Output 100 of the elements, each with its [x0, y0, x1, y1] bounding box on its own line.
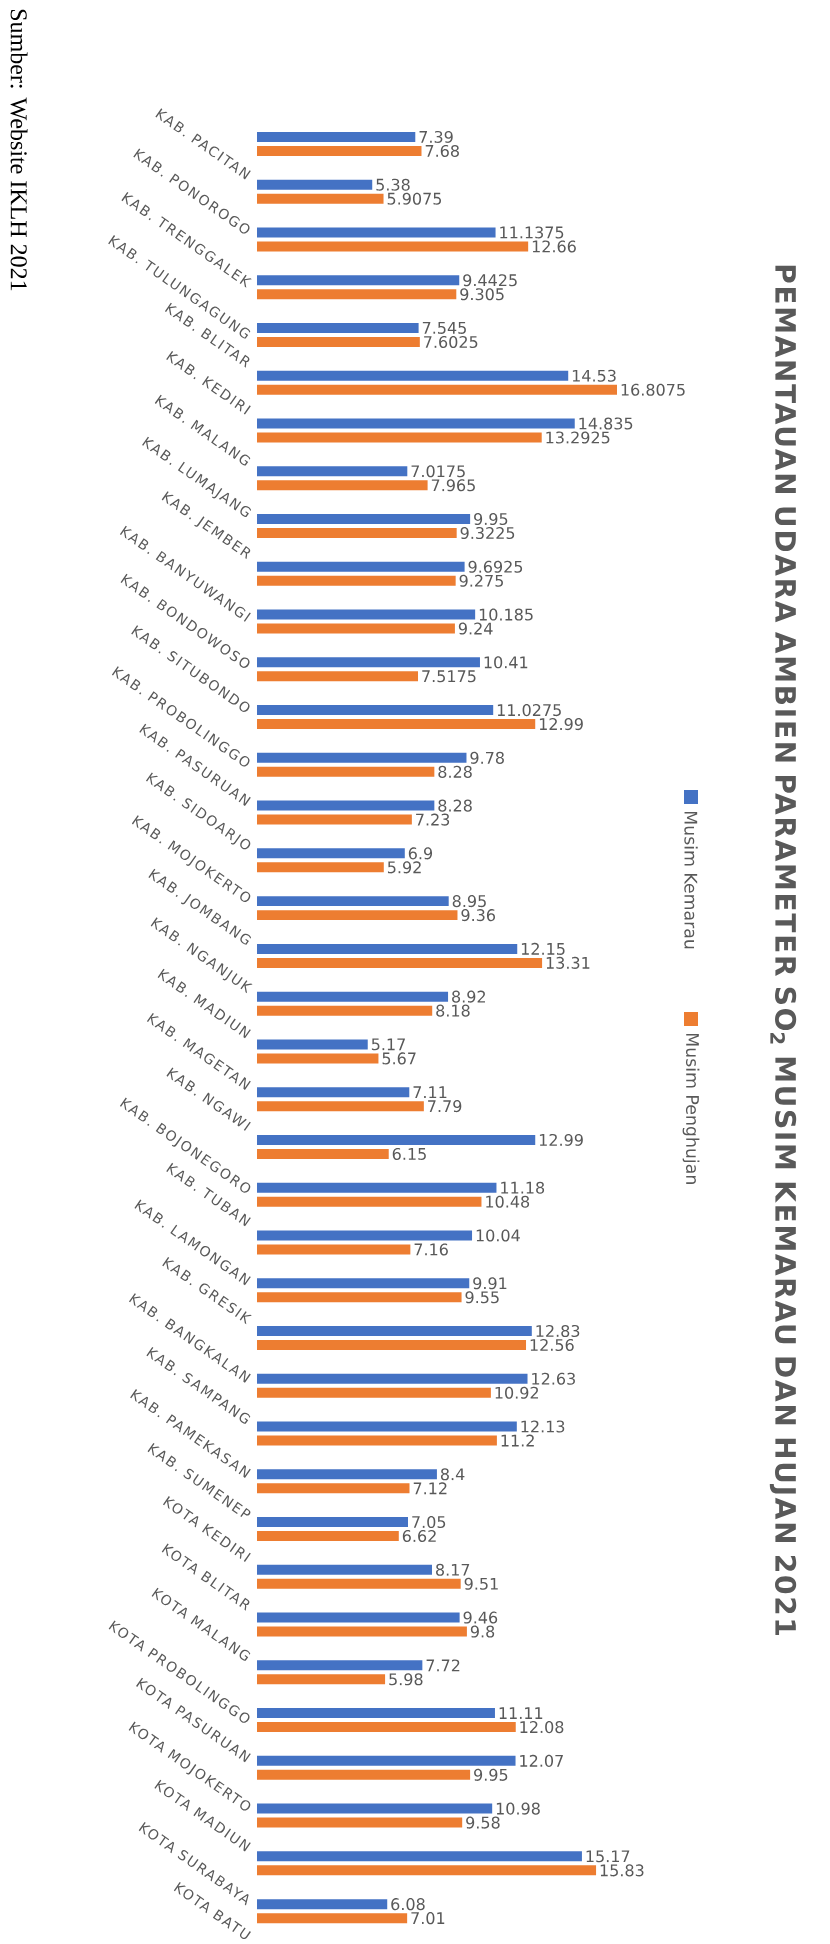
- data-label: 8.92: [452, 990, 485, 1003]
- bar: [257, 1851, 582, 1862]
- bar: [257, 1325, 532, 1336]
- bar: [257, 193, 384, 204]
- bar: [257, 275, 460, 286]
- data-label: 10.185: [479, 608, 533, 621]
- bar: [257, 814, 412, 825]
- data-label: 9.46: [463, 1611, 498, 1624]
- data-label: 10.48: [486, 1195, 530, 1208]
- bar: [257, 1101, 424, 1112]
- bar: [257, 1134, 536, 1145]
- data-label: 6.9: [408, 847, 433, 860]
- data-label: 9.8: [470, 1625, 495, 1638]
- data-label: 9.4425: [463, 274, 517, 287]
- data-label: 12.08: [520, 1721, 564, 1734]
- bar: [257, 1578, 461, 1589]
- data-label: 12.99: [539, 718, 583, 731]
- bar: [257, 1755, 516, 1766]
- bar: [257, 1531, 399, 1542]
- data-label: 9.58: [466, 1816, 500, 1829]
- bar: [257, 179, 373, 190]
- data-label: 9.91: [473, 1277, 507, 1290]
- bar: [257, 227, 496, 238]
- bar: [257, 1087, 410, 1098]
- bar: [257, 943, 518, 954]
- bar: [257, 289, 457, 300]
- bar: [257, 480, 428, 491]
- bar: [257, 848, 405, 859]
- data-label: 11.0275: [497, 704, 561, 717]
- bar: [257, 1005, 433, 1016]
- bar: [257, 418, 575, 429]
- bar: [257, 1435, 497, 1446]
- bar: [257, 1244, 411, 1255]
- bar: [257, 1196, 482, 1207]
- data-label: 11.11: [499, 1707, 543, 1719]
- data-label: 11.2: [501, 1434, 534, 1447]
- data-label: 10.41: [484, 656, 528, 669]
- data-label: 7.0175: [411, 465, 465, 478]
- data-label: 13.2925: [546, 431, 610, 444]
- data-label: 5.38: [376, 178, 410, 191]
- bar: [257, 705, 494, 716]
- data-label: 8.18: [436, 1004, 470, 1017]
- data-label: 7.545: [422, 322, 466, 334]
- bar: [257, 1817, 463, 1828]
- data-label: 9.24: [458, 622, 493, 635]
- data-label: 10.92: [495, 1386, 539, 1399]
- text: PEMANTAUAN UDARA AMBIEN PARAMETER SO$_{2}$ MUSIM KEMARAU DAN HUJAN 2021: [769, 265, 797, 1635]
- legend-label: Musim Kemarau: [684, 811, 698, 949]
- text: Sumber: Website IKLH 2021: [10, 9, 28, 291]
- data-label: 5.98: [389, 1673, 423, 1686]
- data-label: 14.53: [572, 369, 616, 382]
- bar: [257, 322, 419, 333]
- bar: [257, 862, 384, 873]
- data-label: 7.965: [431, 479, 475, 492]
- data-label: 12.66: [532, 240, 576, 253]
- data-label: 5.67: [382, 1052, 416, 1065]
- data-label: 12.99: [539, 1133, 583, 1146]
- data-label: 11.18: [501, 1181, 545, 1194]
- bar: [257, 657, 480, 668]
- data-label: 7.01: [411, 1912, 445, 1925]
- bar: [257, 145, 422, 156]
- bar: [257, 991, 449, 1002]
- bar: [257, 1722, 516, 1733]
- data-label: 10.04: [476, 1229, 520, 1242]
- bar: [257, 1483, 410, 1494]
- bar: [257, 1660, 423, 1671]
- data-label: 9.78: [470, 751, 504, 764]
- data-label: 8.17: [436, 1563, 470, 1576]
- data-label: 7.05: [412, 1515, 446, 1529]
- bar: [257, 1612, 460, 1623]
- data-label: 15.83: [600, 1864, 644, 1877]
- data-label: 7.72: [426, 1659, 460, 1672]
- bar: [257, 384, 617, 395]
- bar: [257, 1865, 597, 1876]
- data-label: 7.68: [425, 144, 459, 157]
- data-label: 9.36: [461, 909, 496, 922]
- bar: [257, 575, 456, 586]
- bar: [257, 957, 543, 968]
- data-label: 7.12: [413, 1482, 447, 1495]
- bar: [257, 1039, 368, 1050]
- data-label: 6.15: [392, 1147, 426, 1160]
- data-label: 6.08: [391, 1898, 425, 1911]
- bar: [257, 719, 536, 730]
- bar: [257, 131, 416, 142]
- bar: [257, 1674, 386, 1685]
- data-label: 12.07: [520, 1754, 563, 1767]
- bar: [257, 1626, 467, 1637]
- data-label: 9.95: [474, 512, 508, 526]
- bar: [257, 1339, 527, 1350]
- bar: [257, 671, 419, 682]
- data-label: 9.51: [464, 1577, 498, 1590]
- bar: [257, 1182, 497, 1193]
- bar: [257, 528, 457, 539]
- data-label: 7.79: [428, 1100, 462, 1113]
- bar: [257, 561, 465, 572]
- data-label: 12.83: [536, 1324, 580, 1338]
- bar: [257, 1469, 437, 1480]
- data-label: 9.305: [460, 288, 504, 301]
- data-label: 12.15: [521, 942, 565, 955]
- data-label: 5.17: [371, 1038, 405, 1051]
